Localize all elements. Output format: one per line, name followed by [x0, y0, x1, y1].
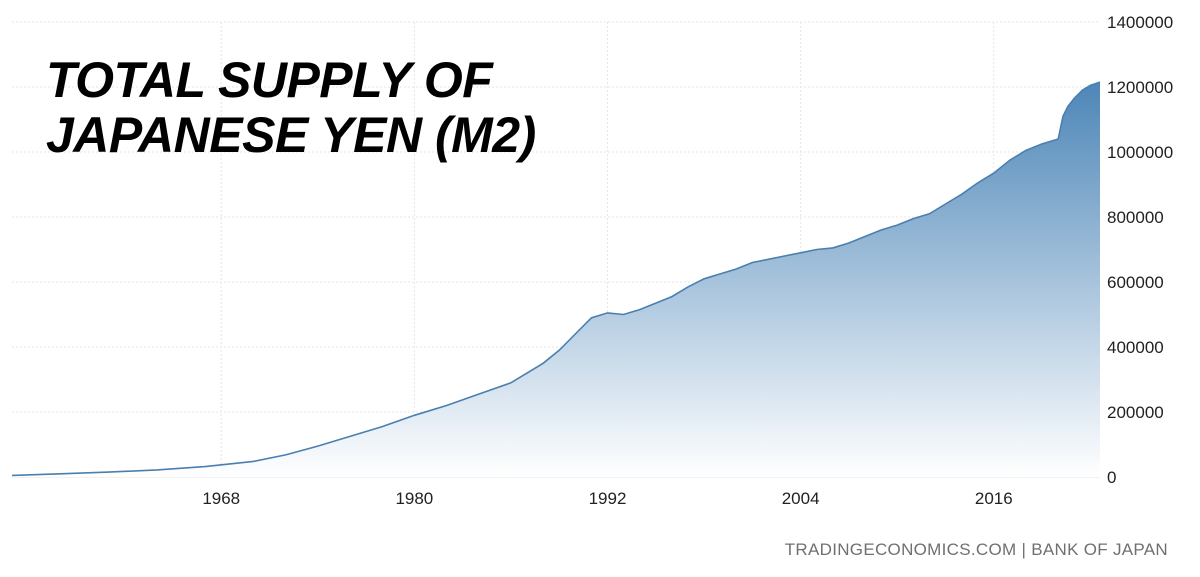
x-tick-label: 2016 [975, 489, 1013, 508]
y-tick-label: 600000 [1107, 273, 1164, 292]
x-tick-label: 1968 [202, 489, 240, 508]
chart-source-credit: TRADINGECONOMICS.COM | BANK OF JAPAN [784, 540, 1168, 559]
chart-title-line-2: JAPANESE YEN (M2) [46, 107, 536, 163]
x-tick-label: 1980 [395, 489, 433, 508]
chart-grid [12, 21, 1100, 478]
y-tick-label: 1400000 [1107, 13, 1173, 32]
y-tick-label: 1200000 [1107, 78, 1173, 97]
y-tick-label: 800000 [1107, 208, 1164, 227]
y-axis: 0 200000 400000 600000 800000 1000000 1200000 1… [1107, 13, 1173, 487]
y-tick-label: 200000 [1107, 403, 1164, 422]
m2-area-fill [12, 82, 1100, 477]
y-tick-label: 400000 [1107, 338, 1164, 357]
x-tick-label: 1992 [589, 489, 627, 508]
x-tick-label: 2004 [782, 489, 820, 508]
y-tick-label: 1000000 [1107, 143, 1173, 162]
x-axis: 1968 1980 1992 2004 2016 [202, 489, 1012, 508]
chart-title-line-1: TOTAL SUPPLY OF [46, 52, 493, 108]
m2-series-line [11, 81, 1101, 477]
y-tick-label: 0 [1107, 468, 1116, 487]
